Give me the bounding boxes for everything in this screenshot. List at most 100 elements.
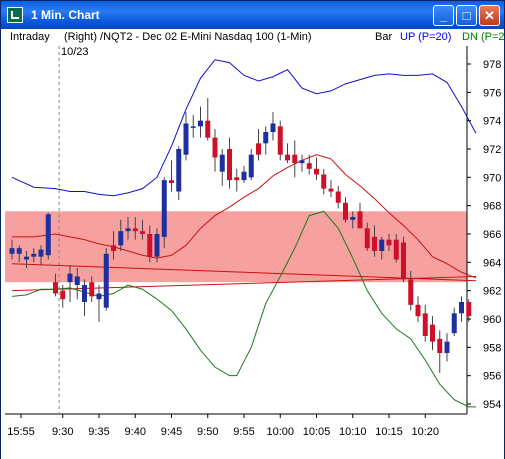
candle-body — [74, 276, 80, 285]
intraday-label: Intraday — [10, 31, 50, 43]
price-tick-label: 960 — [483, 314, 501, 326]
chart-header: Intraday (Right) /NQT2 - Dec 02 E-Mini N… — [1, 30, 505, 46]
time-tick-label: 9:35 — [88, 426, 109, 438]
candle-body — [132, 228, 138, 232]
candle-body — [183, 123, 189, 155]
highlight-zone — [5, 211, 467, 283]
time-tick-label: 10:05 — [303, 426, 331, 438]
candle-body — [31, 253, 37, 257]
candle-body — [38, 249, 44, 257]
mid-band-line — [12, 154, 477, 279]
candle-body — [256, 143, 261, 155]
price-tick-label: 970 — [483, 172, 501, 184]
close-button[interactable]: ✕ — [479, 5, 500, 26]
candle-body — [306, 163, 312, 169]
candle-body — [169, 180, 174, 183]
date-label: 10/23 — [61, 46, 89, 58]
candle-body — [270, 123, 276, 132]
candle-body — [82, 285, 87, 302]
candle-body — [364, 228, 370, 249]
candle-body — [415, 304, 421, 317]
price-chart[interactable]: 954 956 958 960 962 964 966 968 970 972 974 976 978 1… — [1, 46, 504, 459]
candle-body — [103, 253, 109, 308]
price-tick-label: 958 — [483, 342, 501, 354]
time-tick-label: 9:45 — [161, 426, 182, 438]
candle-body — [437, 338, 443, 353]
price-tick-label: 978 — [483, 59, 501, 71]
price-tick-label: 956 — [483, 371, 501, 383]
candle-body — [292, 154, 298, 164]
candle-body — [357, 211, 363, 229]
candle-body — [350, 217, 356, 220]
candle-body — [372, 236, 377, 251]
price-tick-label: 968 — [483, 201, 501, 213]
dn-band-label: DN (P=2 — [462, 31, 505, 43]
candle-body — [466, 302, 472, 317]
candle-body — [45, 214, 51, 256]
candle-body — [205, 120, 211, 138]
candle-body — [118, 231, 124, 246]
candle-body — [285, 154, 290, 161]
price-tick-label: 976 — [483, 87, 501, 99]
candle-body — [321, 174, 327, 189]
price-tick-label: 974 — [483, 116, 501, 128]
candle-body — [140, 231, 145, 234]
candle-body — [444, 341, 450, 353]
candle-body — [241, 171, 247, 181]
candle-body — [430, 324, 435, 342]
candle-body — [60, 290, 66, 300]
candle-body — [24, 256, 29, 260]
time-tick-label: 10:20 — [411, 426, 439, 438]
candle-body — [328, 188, 334, 192]
time-tick-label: 9:50 — [197, 426, 218, 438]
candle-body — [393, 239, 399, 260]
instrument-label: (Right) /NQT2 - Dec 02 E-Mini Nasdaq 100… — [64, 31, 312, 43]
candle-body — [343, 202, 348, 220]
candle-body — [154, 234, 160, 257]
candle-body — [314, 168, 319, 175]
up-band-label: UP (P=20) — [400, 31, 452, 43]
candle-body — [379, 239, 385, 251]
candle-body — [408, 279, 414, 305]
trend-line — [11, 263, 477, 282]
candle-body — [335, 191, 341, 203]
candle-body — [299, 160, 305, 164]
candle-body — [147, 234, 153, 257]
time-tick-label: 9:40 — [125, 426, 146, 438]
candle-body — [198, 120, 203, 127]
candle-body — [459, 302, 464, 314]
title-bar[interactable]: 1 Min. Chart _ □ ✕ — [1, 1, 504, 29]
candle-body — [248, 154, 254, 178]
candle-body — [161, 180, 167, 237]
price-tick-label: 954 — [483, 399, 501, 411]
window-title: 1 Min. Chart — [31, 8, 100, 22]
candle-body — [263, 132, 269, 144]
candle-body — [176, 149, 182, 192]
maximize-button[interactable]: □ — [456, 5, 477, 26]
candle-body — [16, 248, 22, 254]
candle-body — [219, 154, 225, 172]
chart-app-icon — [7, 7, 23, 23]
bar-label: Bar — [375, 31, 393, 43]
price-tick-label: 962 — [483, 286, 501, 298]
candle-body — [386, 239, 392, 246]
candle-body — [111, 245, 116, 251]
time-tick-label: 9:30 — [52, 426, 73, 438]
candle-body — [401, 242, 406, 280]
time-tick-label: 10:00 — [266, 426, 294, 438]
minimize-button[interactable]: _ — [433, 5, 454, 26]
candle-body — [212, 137, 218, 158]
candle-body — [53, 282, 58, 294]
price-tick-label: 964 — [483, 257, 501, 269]
time-tick-label: 10:15 — [375, 426, 403, 438]
candle-body — [96, 293, 102, 300]
price-tick-label: 972 — [483, 144, 501, 156]
candle-body — [227, 149, 232, 181]
time-tick-label: 10:10 — [339, 426, 367, 438]
candle-body — [451, 313, 457, 334]
time-tick-label: 15:55 — [7, 426, 35, 438]
candle-body — [422, 313, 428, 336]
candle-body — [125, 228, 131, 232]
candle-body — [89, 282, 95, 297]
